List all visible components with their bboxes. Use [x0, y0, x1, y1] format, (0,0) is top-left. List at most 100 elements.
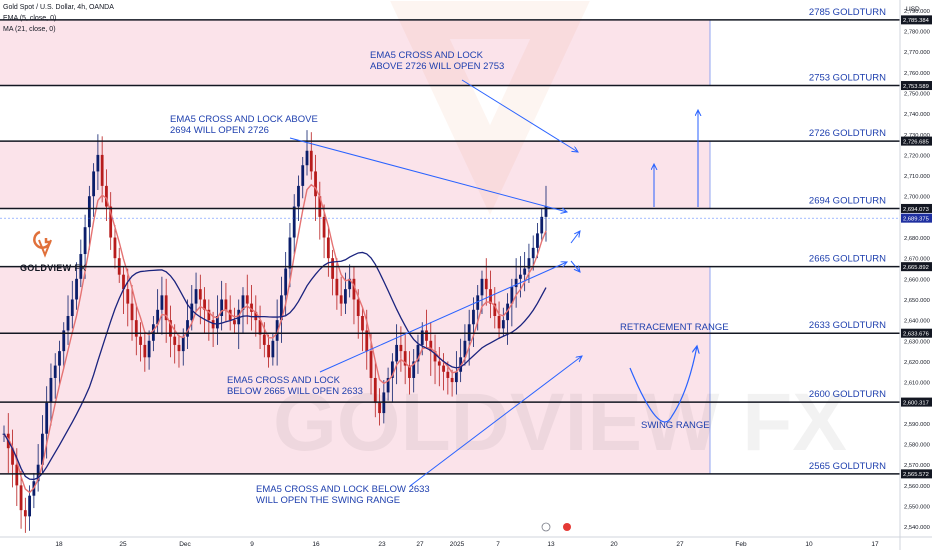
candle-body [203, 299, 206, 310]
price-axis[interactable]: USD 2,540.000 2,550.000 2,560.000 2,570.000 2… [899, 0, 932, 550]
candle-body [301, 165, 305, 186]
candle-body [454, 371, 458, 383]
candle-body [36, 464, 40, 482]
candle-body [241, 295, 245, 310]
level-price-tag-text-3: 2,694.073 [903, 207, 929, 213]
level-label-0: 2785 GOLDTURN [809, 7, 886, 18]
candle-body [186, 320, 189, 337]
price-tick-label: 2,750.000 [904, 91, 930, 97]
candle-body [181, 336, 185, 352]
candle-body [49, 377, 53, 403]
zone-1 [0, 141, 710, 209]
candle-body [527, 258, 531, 269]
candle-body [463, 340, 467, 358]
annotation-ema-2726-line-1: ABOVE 2726 WILL OPEN 2753 [370, 61, 504, 72]
candle-body [113, 237, 117, 259]
candle-body [190, 303, 194, 321]
candle-body [211, 320, 215, 329]
candle-body [480, 278, 484, 296]
level-label-6: 2600 GOLDTURN [809, 389, 886, 400]
level-price-tag-7 [901, 469, 932, 479]
candle-body [369, 351, 373, 378]
candle-body [484, 278, 488, 290]
candle-body [126, 289, 130, 304]
candle-body [523, 268, 527, 275]
candle-body [412, 361, 416, 378]
candle-body [194, 289, 198, 304]
logo-v-icon [38, 239, 52, 258]
candle-body [280, 295, 283, 321]
candle-body [510, 287, 514, 304]
level-label-5: 2633 GOLDTURN [809, 320, 886, 331]
price-tick-label: 2,680.000 [904, 236, 930, 242]
candle-body [403, 351, 407, 366]
time-tick-label: 7 [496, 541, 500, 548]
current-price-tag-text: 2,689.375 [903, 216, 929, 222]
candle-body [267, 344, 270, 358]
watermark-layer: GOLDVIEW FX [33, 1, 847, 468]
candle-body [459, 357, 463, 372]
price-tick-label: 2,630.000 [904, 339, 930, 345]
brand-name: GOLDVIEW [20, 263, 72, 273]
candle-body [425, 330, 428, 341]
price-tick-label: 2,730.000 [904, 133, 930, 139]
time-tick-label: 20 [610, 541, 618, 548]
level-price-tag-3 [901, 203, 932, 213]
candle-body [169, 320, 172, 337]
annotation-ema-2726-line-0: EMA5 CROSS AND LOCK [370, 50, 484, 61]
annotation-ema-2694-line-0: EMA5 CROSS AND LOCK ABOVE [170, 114, 318, 125]
candle-body [220, 299, 224, 317]
ema-5-line [3, 183, 547, 494]
candle-body [271, 340, 275, 358]
candle-body [233, 320, 236, 325]
candle-body [134, 320, 138, 337]
annotation-ema-2633-line-0: EMA5 CROSS AND LOCK BELOW 2633 [256, 484, 430, 495]
price-tick-label: 2,700.000 [904, 195, 930, 201]
candle-body [75, 278, 78, 300]
us-flag-icon [563, 523, 571, 531]
watermark-text: GOLDVIEW FX [273, 377, 847, 468]
ma-21-line [3, 251, 547, 481]
level-price-tag-text-5: 2,633.676 [903, 331, 929, 337]
candle-body [109, 206, 113, 238]
zones-layer [0, 19, 711, 474]
price-tick-label: 2,780.000 [904, 29, 930, 35]
time-tick-label: 23 [378, 541, 386, 548]
candle-body [297, 185, 300, 207]
level-label-2: 2726 GOLDTURN [809, 128, 886, 139]
price-tick-label: 2,540.000 [904, 525, 930, 531]
candle-body [92, 171, 96, 197]
time-tick-label: 17 [871, 541, 879, 548]
level-price-tag-text-2: 2,726.685 [903, 139, 929, 145]
candle-body [250, 303, 253, 312]
level-price-tag-text-7: 2,565.572 [903, 472, 929, 478]
arrow-3 [409, 356, 582, 487]
price-tick-label: 2,710.000 [904, 174, 930, 180]
swing-curve-arrow [629, 346, 697, 423]
candle-body [164, 295, 168, 321]
arrow-4 [570, 231, 580, 244]
time-tick-label: 13 [547, 541, 555, 548]
candle-body [284, 268, 288, 296]
candle-body [58, 351, 61, 366]
candle-body [450, 377, 454, 383]
level-label-7: 2565 GOLDTURN [809, 461, 886, 472]
candle-body [130, 303, 134, 321]
candle-body [66, 316, 70, 331]
candle-body [305, 150, 309, 166]
time-tick-label: 2025 [450, 541, 465, 548]
candle-body [378, 402, 381, 414]
arrow-1 [289, 137, 567, 212]
time-tick-label: Dec [179, 541, 191, 548]
candle-body [258, 320, 262, 335]
candle-body [292, 206, 296, 238]
candle-body [472, 309, 475, 325]
candle-body [207, 309, 211, 321]
candle-body [15, 464, 19, 486]
time-axis[interactable]: 18 25 Dec 9 16 23 27 2025 7 13 20 27 Feb 10 17 [0, 522, 932, 548]
candle-body [96, 154, 100, 172]
candle-body [254, 311, 258, 321]
level-price-tag-5 [901, 328, 932, 338]
